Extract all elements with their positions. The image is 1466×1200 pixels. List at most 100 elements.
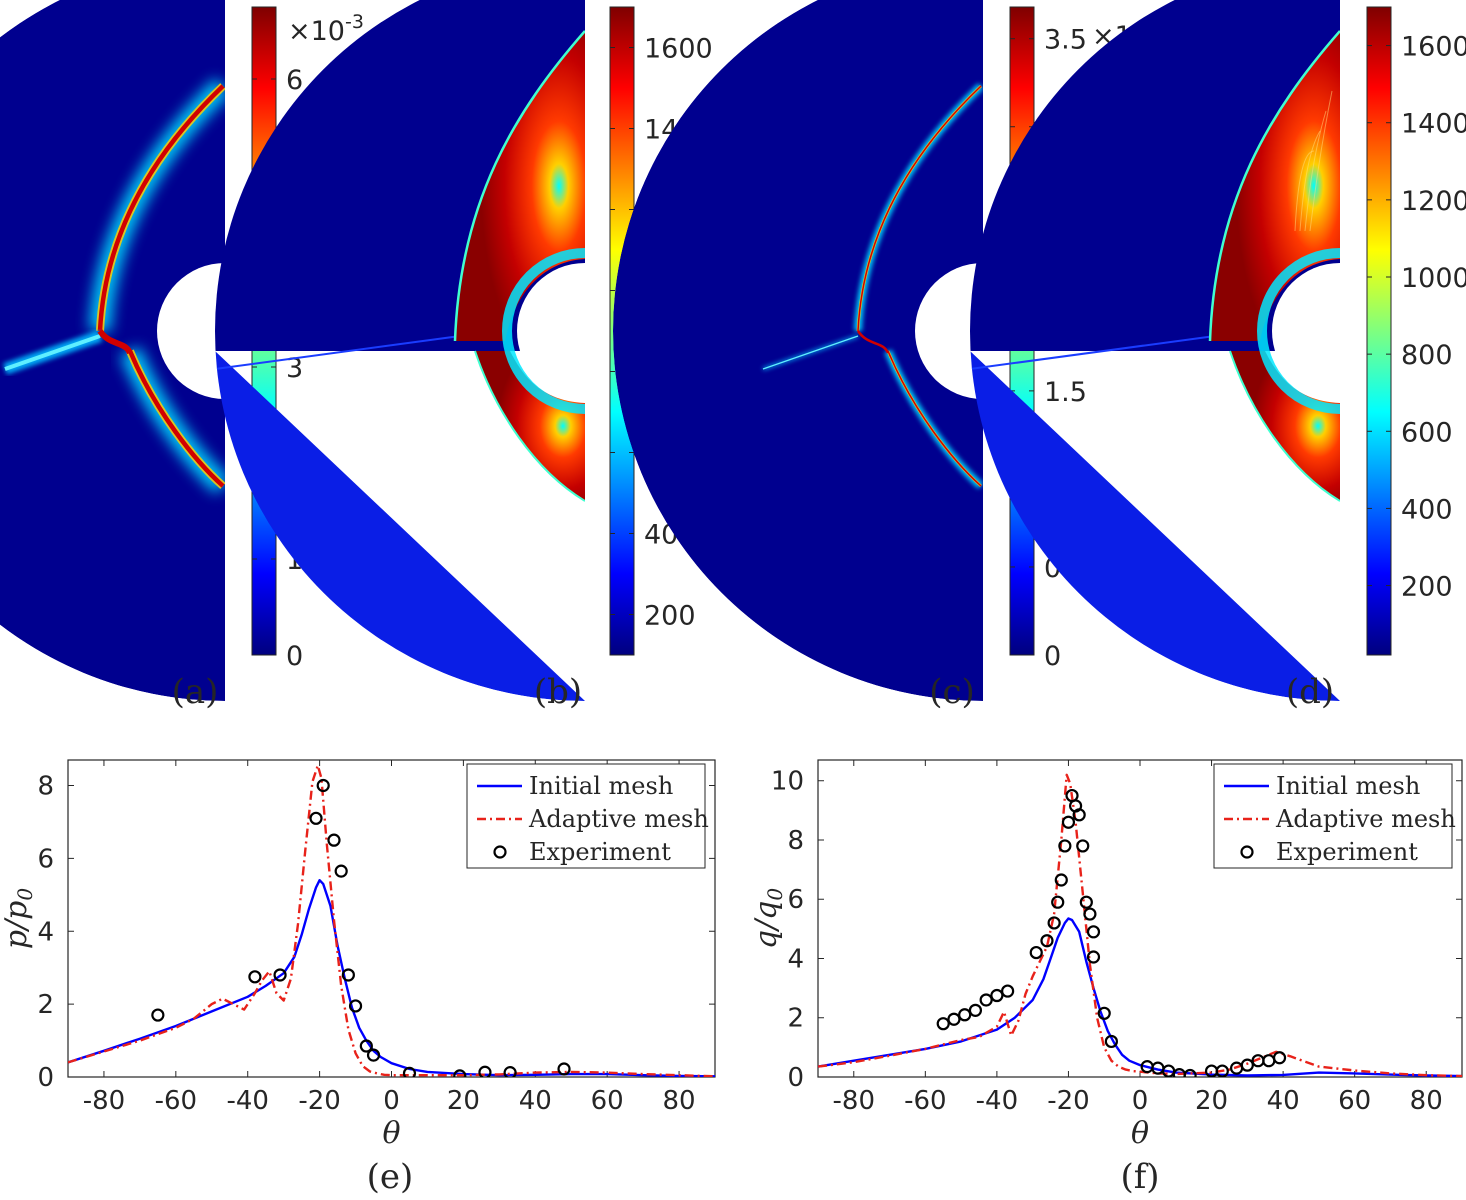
colorbar-tick-label: 600 bbox=[1401, 417, 1453, 448]
x-tick-label: -60 bbox=[904, 1086, 946, 1116]
colorbar-d: 200 400 600 800 1000 1200 1400 1600 bbox=[1366, 6, 1466, 656]
x-tick-label: -40 bbox=[976, 1086, 1018, 1116]
field-background bbox=[613, 0, 983, 701]
experiment-marker bbox=[273, 968, 287, 982]
caption-d: (d) bbox=[1286, 672, 1334, 712]
y-tick-label: 0 bbox=[787, 1063, 804, 1093]
fine-wave-line bbox=[1299, 130, 1321, 232]
caption-e: (e) bbox=[367, 1157, 414, 1196]
colorbar-tick-label: 800 bbox=[1401, 340, 1453, 371]
freestream-lower bbox=[970, 351, 1340, 701]
experiment-marker bbox=[366, 1048, 381, 1062]
colorbar-tick-label: 1200 bbox=[1401, 186, 1466, 217]
field-image-b bbox=[215, 0, 593, 701]
fine-wave-line bbox=[1304, 110, 1327, 232]
x-axis-label: θ bbox=[1131, 1116, 1149, 1151]
experiment-marker bbox=[1086, 950, 1101, 964]
experiment-marker bbox=[309, 811, 323, 825]
plot-area bbox=[68, 764, 715, 1077]
experiment-marker bbox=[348, 999, 363, 1013]
colorbar-tick-label: 0 bbox=[286, 641, 303, 672]
cylinder-body bbox=[517, 263, 585, 399]
colorbar-exponent: -3 bbox=[345, 11, 364, 33]
experiment-marker bbox=[151, 1008, 165, 1022]
shock-edge-lower bbox=[1229, 350, 1340, 502]
colorbar-tick-label: 1.5 bbox=[1044, 377, 1087, 408]
legend-swatch-experiment bbox=[1240, 845, 1254, 859]
x-tick-label: 0 bbox=[383, 1086, 400, 1116]
cylinder-body bbox=[1272, 263, 1340, 399]
legend: Initial mesh Adaptive mesh Experiment bbox=[466, 763, 709, 869]
chart-heat-flux: -80 -60 -40 -20 0 20 40 60 80 0 2 4 6 8 10 θ q/q0 Initial… bbox=[749, 759, 1463, 1151]
experiment-marker bbox=[503, 1066, 517, 1077]
fine-wave-line bbox=[1309, 90, 1333, 232]
field-panel-d: 200 400 600 800 1000 1200 1400 1600 (d) bbox=[970, 0, 1466, 712]
boundary-layer bbox=[1257, 248, 1340, 414]
panel-edge bbox=[585, 0, 593, 701]
chart-pressure: -80 -60 -40 -20 0 20 40 60 80 0 2 4 6 8 θ p/p0 Initial m… bbox=[0, 759, 716, 1151]
experiment-marker bbox=[1079, 895, 1093, 909]
field-image-d bbox=[970, 0, 1348, 701]
experiment-marker bbox=[1183, 1068, 1197, 1077]
caption-a: (a) bbox=[172, 672, 219, 712]
colorbar-tick-label: 0 bbox=[1044, 641, 1061, 672]
experiment-marker bbox=[947, 1012, 961, 1026]
shock-core bbox=[97, 84, 225, 332]
shear-line bbox=[970, 335, 1216, 370]
experiment-marker bbox=[1215, 1064, 1229, 1077]
experiment-marker bbox=[327, 833, 341, 847]
shock-edge-upper bbox=[1208, 30, 1340, 342]
legend-label: Initial mesh bbox=[529, 772, 673, 800]
x-tick-label: 40 bbox=[1267, 1086, 1300, 1116]
shear-line bbox=[215, 335, 461, 370]
shock-layer-lower bbox=[1230, 351, 1340, 501]
colorbar-tick-label: 1400 bbox=[1401, 109, 1466, 140]
legend-label: Adaptive mesh bbox=[1275, 805, 1456, 833]
experiment-marker bbox=[1097, 1006, 1111, 1020]
experiment-marker bbox=[1040, 934, 1054, 948]
experiment-marker bbox=[979, 993, 993, 1007]
experiment-marker bbox=[453, 1069, 467, 1077]
y-axis-label: q/q0 bbox=[749, 888, 787, 950]
shock-edge-upper bbox=[453, 30, 585, 342]
experiment-marker bbox=[1086, 925, 1101, 939]
x-tick-label: -20 bbox=[1047, 1086, 1089, 1116]
x-tick-label: 60 bbox=[591, 1086, 624, 1116]
experiment-marker bbox=[334, 864, 348, 878]
y-tick-label: 4 bbox=[787, 944, 804, 974]
x-axis-label: θ bbox=[382, 1116, 400, 1151]
cylinder-body bbox=[915, 263, 983, 399]
colorbar-tick-label: 1600 bbox=[644, 34, 713, 65]
experiment-marker bbox=[1029, 945, 1043, 960]
colorbar-tick-label: 1000 bbox=[1401, 263, 1466, 294]
freestream-lower bbox=[215, 351, 585, 701]
experiment-marker bbox=[936, 1017, 950, 1031]
y-tick-label: 10 bbox=[771, 767, 804, 797]
experiment-marker bbox=[1047, 916, 1061, 930]
colorbar-tick-label: 400 bbox=[1401, 494, 1453, 525]
experiment-marker bbox=[1061, 815, 1076, 829]
shock-layer-lower bbox=[475, 351, 585, 501]
experiment-marker bbox=[1104, 1034, 1118, 1049]
experiment-marker bbox=[1054, 873, 1068, 887]
x-tick-label: 20 bbox=[1195, 1086, 1228, 1116]
shock-core bbox=[127, 350, 225, 488]
experiment-marker bbox=[1240, 1058, 1254, 1072]
plot-area bbox=[818, 773, 1462, 1077]
x-tick-label: -80 bbox=[833, 1086, 875, 1116]
experiment-marker bbox=[1051, 895, 1065, 909]
experiment-marker bbox=[1058, 839, 1072, 853]
experiment-marker bbox=[557, 1062, 571, 1076]
triple-point-core bbox=[4, 334, 101, 371]
panel-edge bbox=[1340, 0, 1348, 701]
legend-swatch-experiment bbox=[493, 845, 507, 859]
shock-core bbox=[857, 85, 982, 332]
y-tick-label: 0 bbox=[37, 1063, 54, 1093]
x-tick-label: 40 bbox=[519, 1086, 552, 1116]
y-tick-label: 2 bbox=[37, 990, 54, 1020]
x-tick-label: 80 bbox=[1410, 1086, 1443, 1116]
legend: Initial mesh Adaptive mesh Experiment bbox=[1213, 763, 1456, 869]
experiment-marker bbox=[478, 1065, 492, 1077]
y-axis-label: p/p0 bbox=[0, 888, 37, 950]
